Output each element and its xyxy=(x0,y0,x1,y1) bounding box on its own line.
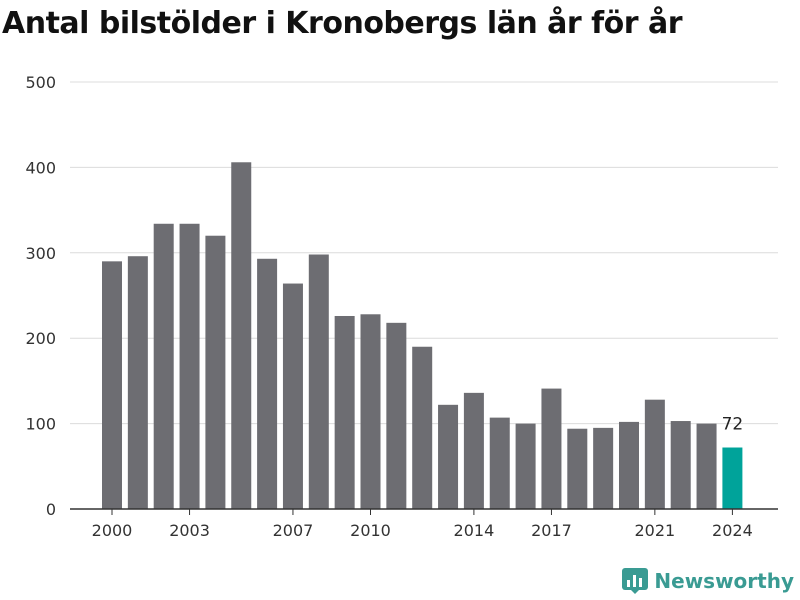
bar-2013 xyxy=(438,404,459,509)
bar-2011 xyxy=(386,322,407,509)
x-axis-ticks: 2000 2003 2007 2010 2014 2017 2021 2024 xyxy=(92,509,753,540)
bar-2003 xyxy=(179,223,200,509)
bar-2021 xyxy=(644,399,665,509)
x-tick-label: 2024 xyxy=(712,521,753,540)
bar-2001 xyxy=(127,256,148,509)
x-tick-label: 2017 xyxy=(531,521,572,540)
y-tick-label: 500 xyxy=(25,73,56,92)
brand-logo: Newsworthy xyxy=(622,568,794,594)
x-tick-label: 2003 xyxy=(169,521,210,540)
chart-title: Antal bilstölder i Kronobergs län år för… xyxy=(2,6,683,41)
bar-2005 xyxy=(231,162,252,509)
bar-2019 xyxy=(593,427,614,509)
bars xyxy=(102,162,743,509)
bar-2004 xyxy=(205,235,226,509)
x-tick-label: 2000 xyxy=(92,521,133,540)
bar-2000 xyxy=(102,261,122,509)
bar-2014 xyxy=(463,392,484,509)
y-tick-label: 200 xyxy=(25,329,56,348)
x-tick-label: 2007 xyxy=(273,521,314,540)
y-tick-label: 400 xyxy=(25,158,56,177)
y-axis-ticks: 0 100 200 300 400 500 xyxy=(25,73,56,519)
bar-2018 xyxy=(567,428,588,509)
bar-2020 xyxy=(619,421,639,509)
bar-2022 xyxy=(670,421,691,509)
data-label-2024: 72 xyxy=(722,415,744,435)
y-tick-label: 100 xyxy=(25,415,56,434)
x-tick-label: 2010 xyxy=(350,521,391,540)
bar-2017 xyxy=(541,388,562,509)
bar-2010 xyxy=(360,314,381,509)
bar-2002 xyxy=(153,223,174,509)
y-tick-label: 0 xyxy=(46,500,56,519)
bar-2015 xyxy=(489,417,510,509)
bar-2009 xyxy=(334,315,355,509)
brand-name: Newsworthy xyxy=(654,569,794,593)
bar-2024 xyxy=(722,447,743,509)
y-tick-label: 300 xyxy=(25,244,56,263)
bar-2006 xyxy=(257,258,278,509)
newsworthy-logo-icon xyxy=(622,568,649,594)
bar-2012 xyxy=(412,346,433,509)
data-labels: 72 xyxy=(722,415,744,435)
x-tick-label: 2021 xyxy=(634,521,675,540)
bar-2016 xyxy=(515,423,536,509)
x-tick-label: 2014 xyxy=(454,521,495,540)
bar-2008 xyxy=(308,254,329,509)
bar-2007 xyxy=(282,283,303,509)
bar-2023 xyxy=(696,423,717,509)
